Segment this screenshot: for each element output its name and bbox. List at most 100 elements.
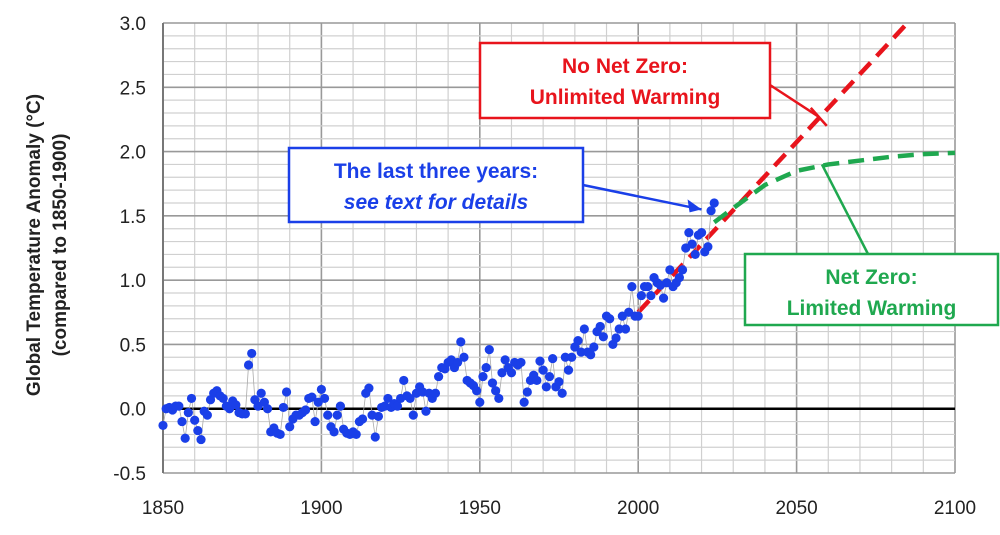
observed-point (256, 388, 266, 398)
observed-point (240, 409, 250, 419)
observed-point (563, 365, 574, 375)
observed-point (684, 227, 694, 238)
observed-point (557, 388, 567, 398)
observed-point (709, 198, 719, 208)
x-tick-label: 1850 (142, 498, 184, 519)
observed-point (310, 416, 320, 427)
observed-point (405, 393, 415, 404)
observed-point (231, 400, 241, 410)
annotation-text: The last three years: (334, 160, 538, 183)
observed-point (538, 365, 548, 375)
observed-point (262, 404, 273, 414)
annotation-pointer (769, 83, 820, 118)
x-tick-label: 1950 (459, 498, 501, 519)
observed-point (247, 348, 257, 359)
annotation-text: Unlimited Warming (530, 86, 721, 109)
observed-point (332, 410, 342, 420)
observed-point (579, 324, 589, 334)
observed-point (180, 433, 190, 443)
observed-point (614, 324, 624, 334)
observed-point (383, 393, 393, 404)
observed-point (554, 377, 564, 387)
observed-point (690, 249, 700, 260)
observed-point (316, 384, 326, 395)
observed-point (373, 411, 384, 422)
observed-point (643, 281, 653, 292)
observed-point (481, 362, 491, 373)
observed-point (646, 290, 656, 301)
observed-point (665, 265, 675, 275)
y-tick-label: 0.5 (120, 335, 146, 356)
observed-point (364, 383, 374, 393)
annotation-text: Net Zero: (825, 266, 917, 289)
observed-point (453, 357, 463, 368)
annotation-box (287, 146, 585, 224)
observed-point (351, 429, 361, 440)
scenario-line-net-zero (712, 150, 956, 225)
observed-point (633, 311, 643, 321)
x-tick-label: 2050 (775, 498, 817, 519)
observed-point (494, 393, 504, 404)
observed-point (516, 357, 526, 368)
observed-point (421, 406, 431, 416)
annotation-box (743, 252, 1000, 327)
observed-point (183, 407, 193, 418)
y-tick-label: 3.0 (120, 14, 146, 35)
observed-point (392, 401, 403, 411)
observed-point (497, 368, 507, 378)
observed-point (174, 401, 184, 411)
observed-point (500, 355, 510, 365)
observed-point (573, 335, 583, 346)
axes (162, 23, 955, 473)
tick-labels: 1850 1900 1950 2000 2050 2100 3.0 2.5 2.0 1.5 1.0 0… (113, 14, 976, 519)
observed-point (300, 405, 311, 415)
observed-point (535, 356, 545, 366)
observed-point (202, 410, 212, 420)
annotation-text: No Net Zero: (562, 55, 688, 78)
pointer-tick (809, 107, 828, 127)
observed-point (472, 386, 482, 396)
observed-point (370, 432, 380, 442)
annotation-text: see text for details (344, 191, 528, 214)
observed-point (335, 401, 346, 411)
x-tick-label: 2100 (934, 498, 976, 519)
observed-point (158, 420, 168, 431)
observed-point (506, 368, 517, 378)
observed-point (586, 350, 596, 360)
observed-point (595, 321, 605, 332)
observed-point (696, 227, 707, 238)
observed-point (658, 293, 669, 303)
observed-point (478, 371, 488, 382)
observed-point (532, 375, 542, 386)
y-tick-label: 1.5 (120, 207, 146, 228)
observed-point (278, 402, 288, 413)
arrowhead-icon (687, 199, 702, 213)
observed-point (703, 242, 713, 252)
observed-point (456, 337, 466, 347)
observed-point (487, 378, 498, 388)
annotations: No Net Zero: Unlimited Warming The last th… (287, 41, 1000, 327)
observed-point (706, 206, 716, 216)
y-tick-label: 1.0 (120, 271, 146, 292)
y-axis-label: Global Temperature Anomaly (°C) (compare… (24, 94, 71, 396)
y-axis-title: Global Temperature Anomaly (°C) (24, 94, 45, 396)
observed-point (430, 388, 441, 398)
observed-point (275, 429, 285, 440)
observed-point (544, 371, 555, 382)
observed-point (589, 342, 599, 352)
observed-point (484, 344, 494, 355)
observed-point (475, 397, 485, 407)
observed-point (408, 410, 418, 420)
observed-point (687, 239, 697, 249)
observed-point (491, 386, 501, 396)
observed-point (196, 434, 206, 445)
observed-point (329, 427, 339, 437)
x-tick-label: 2000 (617, 498, 659, 519)
observed-point (548, 353, 558, 364)
observed-point (541, 382, 551, 392)
observed-point (677, 265, 688, 275)
observed-point (611, 333, 621, 343)
observed-point (285, 422, 295, 432)
observed-point (190, 415, 200, 425)
observed-series (158, 198, 719, 445)
